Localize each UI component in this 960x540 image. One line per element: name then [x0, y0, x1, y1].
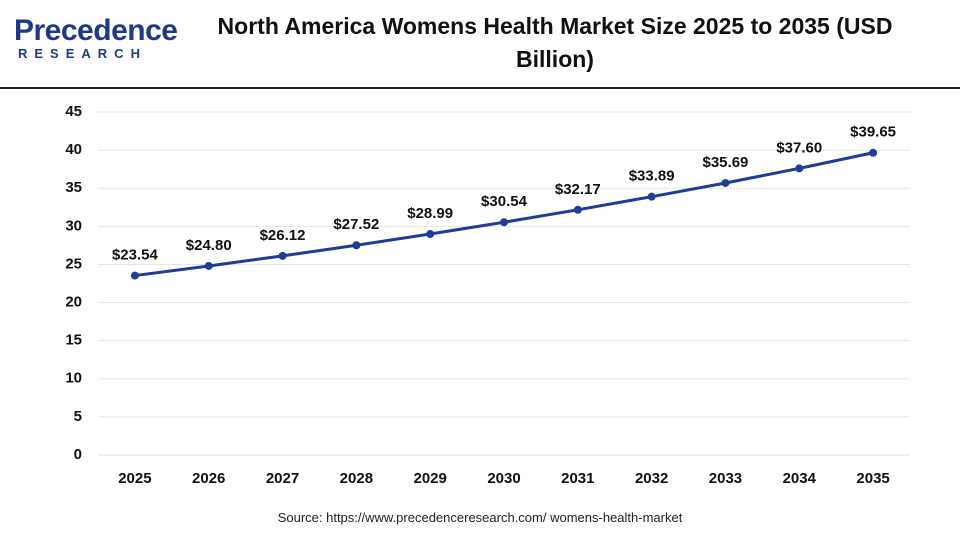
point [869, 148, 878, 157]
y-tick-label: 0 [74, 446, 82, 463]
point [795, 164, 804, 173]
x-tick-label: 2032 [635, 470, 668, 487]
point [278, 251, 287, 260]
value-label: $24.80 [186, 237, 232, 254]
x-tick-label: 2028 [340, 470, 373, 487]
x-tick-label: 2035 [856, 470, 889, 487]
value-label: $39.65 [850, 124, 896, 141]
point [130, 271, 139, 280]
point [647, 192, 656, 201]
x-tick-label: 2031 [561, 470, 594, 487]
value-label: $28.99 [407, 205, 453, 222]
logo-name: Precedence [14, 14, 178, 47]
y-tick-label: 5 [74, 408, 82, 425]
x-tick-label: 2030 [487, 470, 520, 487]
value-label: $33.89 [629, 168, 675, 185]
value-label: $35.69 [703, 154, 749, 171]
x-tick-label: 2027 [266, 470, 299, 487]
y-tick-label: 10 [65, 370, 82, 387]
point [500, 218, 508, 227]
header-rule [0, 87, 960, 89]
value-label: $27.52 [333, 216, 379, 233]
line [134, 151, 874, 278]
y-tick-label: 45 [65, 103, 82, 120]
x-tick-label: 2034 [783, 470, 817, 487]
point [573, 205, 582, 214]
value-label: $30.54 [481, 193, 528, 210]
source-note: Source: https://www.precedenceresearch.c… [277, 510, 683, 525]
y-tick-label: 30 [65, 217, 82, 234]
x-tick-label: 2025 [118, 470, 151, 487]
point [204, 261, 213, 270]
point [721, 178, 730, 187]
value-label: $32.17 [555, 181, 601, 198]
x-tick-label: 2033 [709, 470, 742, 487]
point [426, 230, 435, 239]
value-label: $26.12 [260, 227, 306, 244]
chart-title: North America Womens Health Market Size … [217, 13, 893, 72]
logo-subtitle: RESEARCH [18, 46, 147, 61]
y-tick-label: 40 [65, 141, 82, 158]
y-tick-label: 35 [65, 179, 82, 196]
x-tick-label: 2026 [192, 470, 225, 487]
point [352, 241, 361, 250]
y-tick-label: 15 [65, 332, 82, 349]
value-label: $37.60 [776, 139, 822, 156]
x-tick-label: 2029 [413, 470, 446, 487]
y-tick-label: 25 [65, 255, 82, 272]
y-tick-label: 20 [65, 294, 82, 311]
value-label: $23.54 [112, 247, 159, 264]
